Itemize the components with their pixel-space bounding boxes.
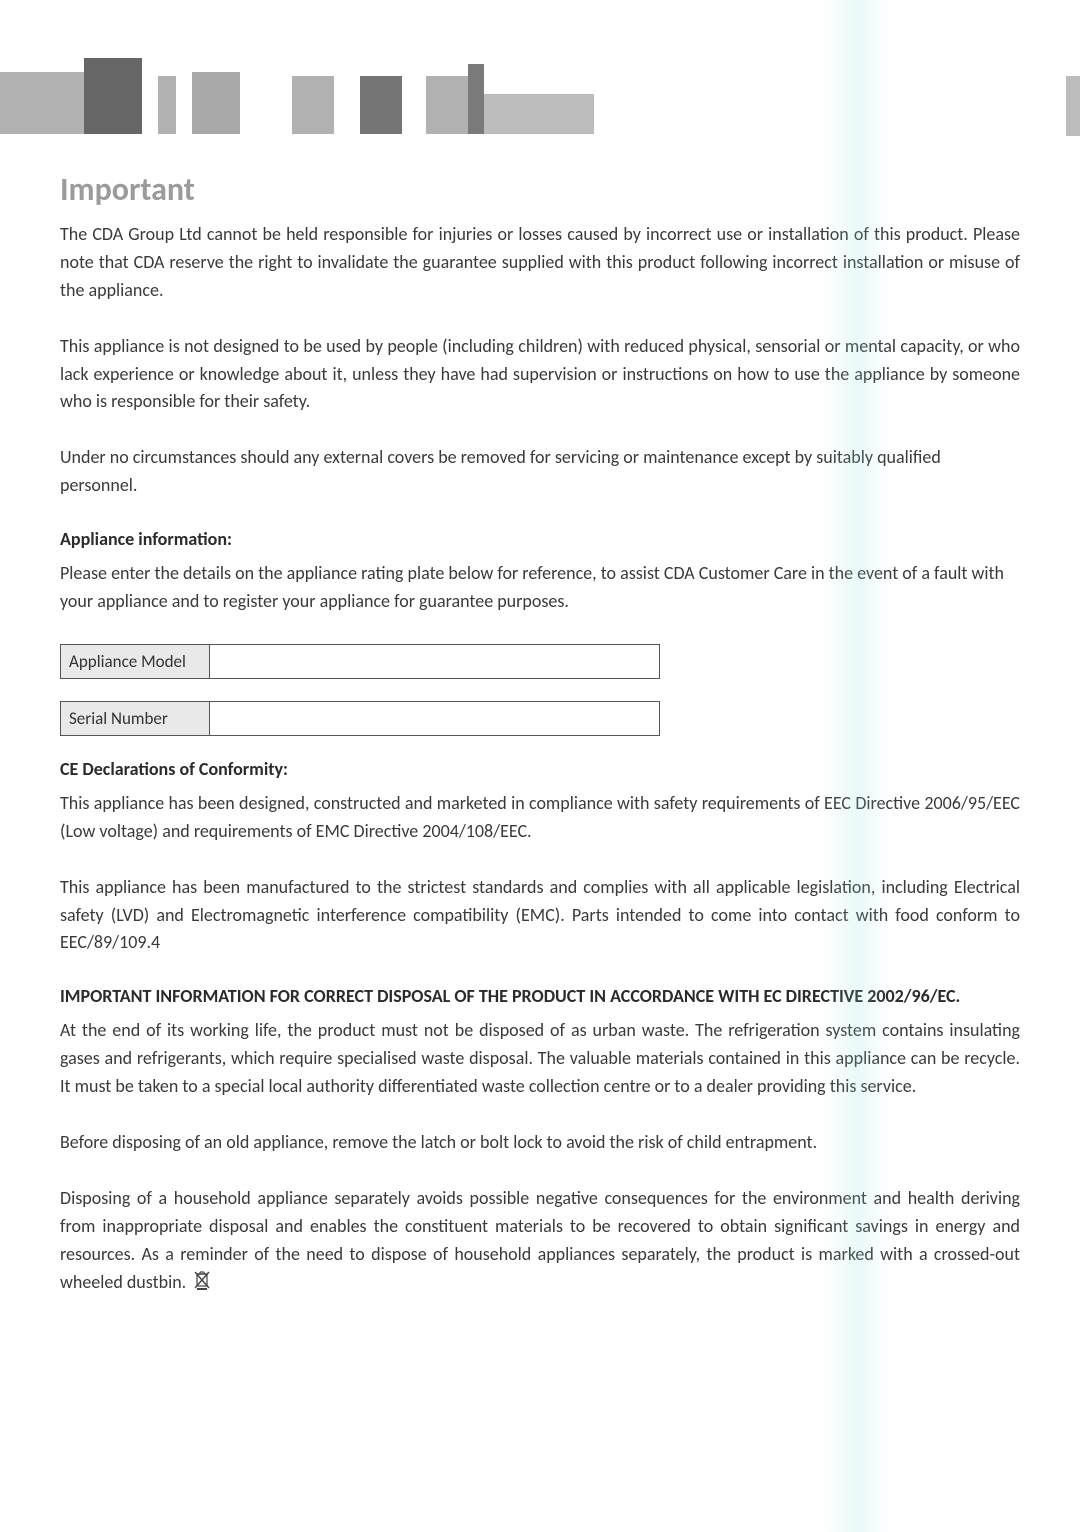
header-bar xyxy=(426,76,468,134)
header-bar xyxy=(0,72,84,134)
crossed-out-wheeled-dustbin-icon xyxy=(194,1270,210,1299)
serial-number-label: Serial Number xyxy=(60,701,210,736)
disposal-paragraph-3: Disposing of a household appliance separ… xyxy=(60,1185,1020,1299)
header-bar xyxy=(84,58,142,134)
document-page: Important The CDA Group Ltd cannot be he… xyxy=(0,0,1080,1532)
ce-paragraph-1: This appliance has been designed, constr… xyxy=(60,790,1020,846)
appliance-model-row: Appliance Model xyxy=(60,644,660,679)
header-bar xyxy=(468,64,484,134)
disposal-heading: IMPORTANT INFORMATION FOR CORRECT DISPOS… xyxy=(60,985,1020,1007)
header-bar xyxy=(292,76,334,134)
header-decorative-bars xyxy=(0,0,1080,130)
ce-paragraph-2: This appliance has been manufactured to … xyxy=(60,874,1020,958)
serial-number-row: Serial Number xyxy=(60,701,660,736)
header-bar xyxy=(484,94,594,134)
appliance-info-intro: Please enter the details on the applianc… xyxy=(60,560,1020,616)
disposal-paragraph-1: At the end of its working life, the prod… xyxy=(60,1017,1020,1101)
appliance-model-label: Appliance Model xyxy=(60,644,210,679)
intro-paragraph-3: Under no circumstances should any extern… xyxy=(60,444,1020,500)
serial-number-field[interactable] xyxy=(210,701,660,736)
header-bar xyxy=(360,76,402,134)
page-title: Important xyxy=(60,170,1020,209)
intro-paragraph-1: The CDA Group Ltd cannot be held respons… xyxy=(60,221,1020,305)
appliance-info-heading: Appliance information: xyxy=(60,528,1020,550)
disposal-paragraph-2: Before disposing of an old appliance, re… xyxy=(60,1129,1020,1157)
header-bar xyxy=(1066,76,1080,136)
header-bar xyxy=(158,76,176,134)
header-bar xyxy=(192,72,240,134)
appliance-model-field[interactable] xyxy=(210,644,660,679)
intro-paragraph-2: This appliance is not designed to be use… xyxy=(60,333,1020,417)
ce-heading: CE Declarations of Conformity: xyxy=(60,758,1020,780)
